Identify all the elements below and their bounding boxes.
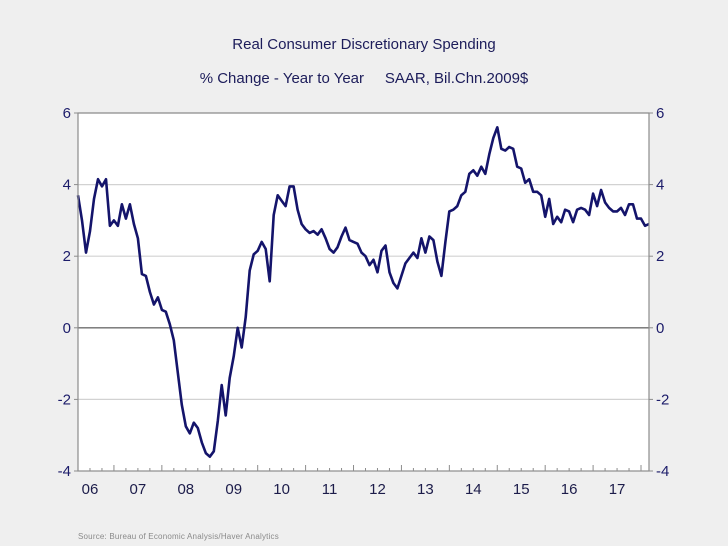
y-tick-label-right: 2 (656, 248, 664, 265)
x-tick-label: 13 (417, 481, 434, 498)
y-tick-label-right: -2 (656, 391, 669, 408)
x-tick-label: 15 (513, 481, 530, 498)
y-tick-label-right: -4 (656, 463, 669, 480)
x-tick-label: 14 (465, 481, 482, 498)
x-tick-label: 07 (130, 481, 147, 498)
y-tick-label-right: 4 (656, 177, 664, 194)
y-tick-label-left: 4 (63, 177, 71, 194)
chart-title: Real Consumer Discretionary Spending (232, 36, 496, 53)
y-tick-label-right: 0 (656, 320, 664, 337)
x-tick-label: 06 (82, 481, 99, 498)
x-tick-label: 08 (177, 481, 194, 498)
y-tick-label-left: -2 (58, 391, 71, 408)
y-tick-label-left: -4 (58, 463, 71, 480)
y-tick-label-left: 6 (63, 105, 71, 122)
x-tick-label: 16 (561, 481, 578, 498)
chart-subtitle: % Change - Year to Year SAAR, Bil.Chn.20… (199, 70, 529, 87)
plot-frame (77, 112, 650, 472)
y-axis-right: -4 -2 0 2 4 6 (649, 105, 669, 480)
series-line (76, 126, 650, 458)
x-axis: 06 07 08 09 10 11 12 13 14 15 16 17 (77, 465, 642, 498)
x-tick-label: 12 (369, 481, 386, 498)
source-note: Source: Bureau of Economic Analysis/Have… (78, 532, 279, 541)
y-tick-label-left: 2 (63, 248, 71, 265)
x-tick-label: 17 (609, 481, 626, 498)
x-tick-label: 10 (273, 481, 290, 498)
y-tick-label-left: 0 (63, 320, 71, 337)
x-tick-label: 11 (322, 481, 338, 498)
y-tick-label-right: 6 (656, 105, 664, 122)
x-tick-label: 09 (225, 481, 242, 498)
plot-area (78, 113, 649, 471)
y-axis-left: -4 -2 0 2 4 6 (58, 105, 78, 480)
